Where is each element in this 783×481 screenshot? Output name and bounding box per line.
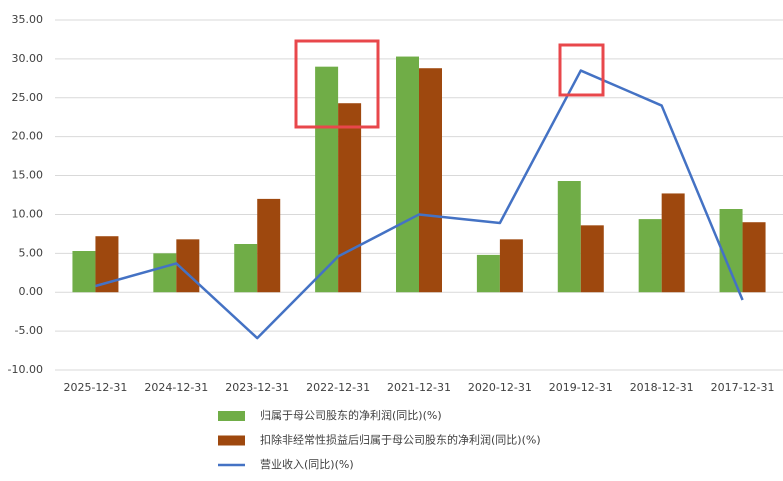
x-tick-label: 2018-12-31 — [630, 381, 694, 394]
x-tick-label: 2020-12-31 — [468, 381, 532, 394]
bar — [499, 239, 523, 293]
y-tick-label: 15.00 — [12, 169, 44, 182]
bar — [338, 103, 362, 293]
legend-label: 营业收入(同比)(%) — [260, 457, 354, 471]
bar — [396, 56, 419, 293]
line — [95, 69, 744, 340]
legend-swatch — [218, 435, 245, 446]
bar — [661, 193, 685, 293]
bar — [476, 254, 500, 293]
y-tick-label: 35.00 — [12, 13, 44, 26]
bar — [257, 198, 281, 293]
bar — [153, 253, 177, 293]
legend-label: 扣除非经常性损益后归属于母公司股东的净利润(同比)(%) — [260, 433, 541, 447]
x-tick-label: 2017-12-31 — [711, 381, 775, 394]
marks — [72, 56, 766, 340]
bar — [419, 68, 442, 293]
x-tick-label: 2025-12-31 — [63, 381, 127, 394]
y-tick-label: 10.00 — [12, 207, 44, 220]
legend-swatch — [218, 411, 245, 421]
y-tick-label: -10.00 — [8, 363, 43, 376]
bar — [315, 66, 339, 293]
x-tick-label: 2019-12-31 — [549, 381, 613, 394]
bar — [580, 225, 604, 293]
bar — [719, 209, 743, 293]
y-tick-label: 30.00 — [12, 52, 44, 65]
bar — [95, 236, 119, 293]
bar — [742, 222, 766, 293]
legend: 归属于母公司股东的净利润(同比)(%) 扣除非经常性损益后归属于母公司股东的净利润… — [218, 408, 541, 471]
x-tick-label: 2023-12-31 — [225, 381, 289, 394]
x-tick-label: 2021-12-31 — [387, 381, 451, 394]
x-tick-label: 2024-12-31 — [144, 381, 208, 394]
y-tick-label: 20.00 — [12, 130, 44, 143]
x-tick-label: 2022-12-31 — [306, 381, 370, 394]
y-tick-label: -5.00 — [15, 324, 43, 337]
bar — [234, 244, 258, 293]
bar — [72, 251, 96, 293]
y-tick-label: 0.00 — [19, 285, 44, 298]
bar — [557, 181, 581, 293]
y-tick-label: 25.00 — [12, 91, 44, 104]
y-tick-label: 5.00 — [19, 246, 44, 259]
legend-label: 归属于母公司股东的净利润(同比)(%) — [260, 408, 442, 422]
highlight-box — [294, 39, 380, 129]
bar — [638, 219, 662, 293]
highlight-box — [558, 43, 605, 97]
